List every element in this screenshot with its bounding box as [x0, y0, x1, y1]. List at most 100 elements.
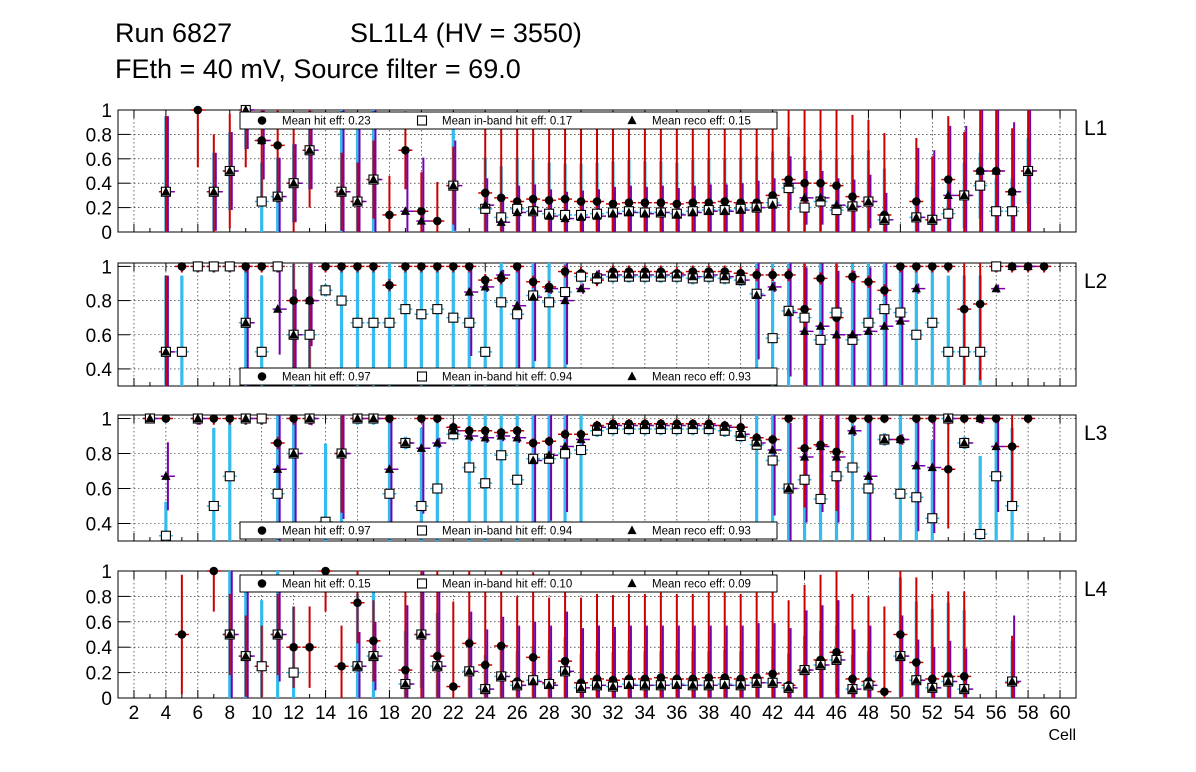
- data-point-circle: [896, 262, 905, 271]
- data-point-open-square: [432, 304, 443, 315]
- data-point-circle: [832, 181, 841, 190]
- data-point-open-square: [432, 483, 443, 494]
- data-point-triangle: [656, 420, 666, 430]
- data-point-open-square: [368, 317, 379, 328]
- data-point-open-square: [208, 500, 219, 512]
- data-point-triangle: [416, 216, 426, 225]
- data-point-triangle: [895, 316, 905, 325]
- data-point-circle: [991, 414, 1001, 423]
- data-point-circle: [241, 262, 251, 271]
- data-point-open-square: [256, 661, 267, 672]
- data-point-triangle: [640, 680, 650, 689]
- data-point-triangle: [528, 206, 538, 215]
- data-point-triangle: [576, 283, 586, 293]
- data-point-open-square: [480, 346, 491, 357]
- data-point-open-square: [1007, 206, 1018, 217]
- data-point-triangle: [528, 455, 538, 465]
- x-tick-label: 46: [826, 703, 847, 724]
- data-point-triangle: [991, 441, 1001, 451]
- data-point-circle: [864, 277, 873, 287]
- y-tick-label: 0.6: [86, 480, 112, 501]
- x-tick-label: 24: [475, 703, 497, 724]
- data-point-circle: [608, 199, 618, 209]
- legend-marker-triangle: [627, 115, 637, 125]
- data-point-triangle: [799, 326, 810, 335]
- data-point-circle: [912, 658, 921, 667]
- x-tick-label: 36: [666, 703, 687, 724]
- y-tick-label: 0.4: [86, 638, 113, 659]
- data-point-circle: [768, 669, 777, 679]
- data-point-triangle: [784, 483, 794, 493]
- data-point-triangle: [544, 283, 554, 293]
- x-tick-label: 58: [1018, 703, 1039, 724]
- x-tick-label: 16: [347, 703, 368, 724]
- data-point-triangle: [831, 654, 842, 664]
- data-point-circle: [464, 639, 474, 648]
- data-point-triangle: [815, 659, 826, 669]
- data-point-triangle: [368, 413, 379, 423]
- data-point-circle: [369, 262, 378, 271]
- data-point-circle: [273, 141, 282, 150]
- data-point-circle: [353, 598, 362, 608]
- data-point-circle: [209, 566, 219, 576]
- data-point-circle: [528, 277, 538, 287]
- data-point-circle: [704, 198, 714, 208]
- x-tick-label: 60: [1049, 703, 1070, 724]
- x-tick-label: 8: [224, 703, 235, 724]
- data-point-circle: [401, 665, 410, 675]
- data-point-triangle: [752, 677, 762, 687]
- data-point-triangle: [879, 214, 889, 224]
- x-tick-label: 50: [890, 703, 911, 724]
- data-point-triangle: [432, 438, 442, 447]
- y-tick-label: 0: [101, 223, 112, 244]
- data-point-circle: [928, 262, 937, 271]
- data-point-open-square: [512, 474, 523, 485]
- data-point-open-square: [911, 492, 922, 503]
- data-point-triangle: [161, 186, 171, 196]
- data-point-circle: [880, 687, 889, 696]
- data-point-open-square: [895, 488, 906, 499]
- data-point-open-square: [975, 180, 986, 191]
- data-point-open-square: [256, 196, 267, 207]
- data-point-circle: [800, 178, 809, 188]
- data-point-circle: [528, 438, 538, 448]
- data-point-triangle: [512, 432, 522, 442]
- data-point-circle: [560, 267, 570, 276]
- data-point-open-square: [863, 317, 874, 328]
- data-point-circle: [225, 414, 235, 423]
- data-point-triangle: [209, 186, 219, 196]
- data-point-open-square: [560, 286, 571, 298]
- data-point-circle: [943, 464, 953, 474]
- data-point-triangle: [943, 190, 953, 199]
- data-point-open-square: [448, 312, 459, 323]
- layer-label: L3: [1084, 422, 1107, 445]
- data-point-triangle: [640, 269, 650, 279]
- data-point-triangle: [847, 425, 858, 435]
- data-point-triangle: [688, 680, 698, 689]
- data-point-triangle: [863, 326, 874, 335]
- data-point-triangle: [528, 676, 538, 686]
- data-point-triangle: [576, 212, 586, 221]
- data-point-triangle: [480, 684, 490, 693]
- data-point-triangle: [368, 174, 379, 184]
- data-point-triangle: [352, 196, 363, 206]
- x-tick-label: 52: [922, 703, 943, 724]
- data-point-triangle: [991, 166, 1001, 175]
- data-point-triangle: [1023, 166, 1033, 175]
- data-point-triangle: [959, 190, 969, 199]
- legend-entry: Mean reco eff: 0.15: [652, 116, 751, 128]
- x-tick-label: 42: [762, 703, 783, 724]
- x-tick-label: 14: [315, 703, 337, 724]
- data-point-circle: [880, 414, 889, 423]
- legend-entry: Mean reco eff: 0.09: [652, 579, 751, 591]
- data-point-open-square: [176, 346, 187, 357]
- data-point-open-square: [575, 444, 587, 456]
- data-point-triangle: [879, 321, 889, 330]
- y-tick-label: 1: [101, 562, 112, 583]
- chamber-title: SL1L4 (HV = 3550): [350, 18, 582, 48]
- data-point-triangle: [863, 680, 874, 689]
- data-point-circle: [464, 262, 474, 271]
- data-point-triangle: [720, 680, 730, 689]
- y-tick-label: 0.4: [86, 515, 113, 536]
- data-point-circle: [896, 630, 905, 639]
